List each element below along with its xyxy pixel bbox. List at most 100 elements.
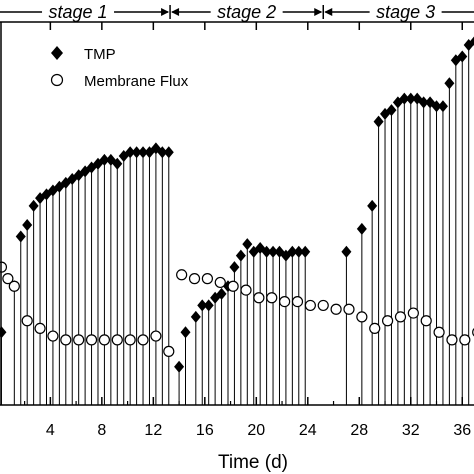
stage-arrow-head <box>314 8 323 16</box>
tmp-point <box>197 299 208 312</box>
tmp-point <box>242 238 253 251</box>
tmp-point <box>22 218 33 231</box>
flux-point <box>163 345 175 357</box>
legend-tmp-marker <box>51 46 63 60</box>
stage-label: stage 2 <box>217 2 276 22</box>
x-tick-label: 24 <box>299 422 317 439</box>
flux-point <box>47 330 59 342</box>
markers <box>0 36 474 373</box>
legend-label: Membrane Flux <box>84 73 189 90</box>
x-tick-label: 8 <box>97 422 106 439</box>
tmp-point <box>261 245 272 258</box>
legend: TMP Membrane Flux <box>50 46 189 90</box>
flux-point <box>188 273 201 285</box>
stage-arrow-head <box>324 8 333 16</box>
tmp-point <box>112 157 123 170</box>
flux-point <box>433 326 445 338</box>
flux-point <box>407 307 419 319</box>
tmp-point <box>131 146 142 159</box>
tmp-point <box>356 222 367 235</box>
flux-point <box>369 322 381 334</box>
flux-point <box>8 280 20 292</box>
flux-point <box>85 334 98 346</box>
flux-point <box>394 311 407 323</box>
flux-point <box>111 334 123 346</box>
tmp-point <box>418 96 429 109</box>
flux-point <box>356 311 368 323</box>
tmp-point <box>444 77 455 90</box>
drop-lines <box>0 44 470 405</box>
flux-point <box>34 322 46 334</box>
tmp-point <box>174 360 185 373</box>
tmp-point <box>268 245 279 258</box>
tmp-point <box>386 104 397 117</box>
flux-point <box>266 292 278 304</box>
tmp-point <box>431 100 442 113</box>
flux-point <box>73 334 85 346</box>
stage-arrow-head <box>171 8 180 16</box>
tmp-point <box>118 150 129 163</box>
flux-point <box>317 299 329 312</box>
x-tick-label: 28 <box>350 422 368 439</box>
flux-point <box>240 284 252 296</box>
flux-point <box>304 299 316 312</box>
x-axis-title: Time (d) <box>218 452 288 473</box>
tmp-point <box>437 100 448 113</box>
tmp-point <box>300 245 311 258</box>
flux-point <box>291 295 304 308</box>
flux-point <box>330 303 342 315</box>
tmp-point <box>125 146 136 159</box>
legend-label: TMP <box>84 46 116 63</box>
tmp-point <box>163 146 174 159</box>
flux-point <box>382 315 394 327</box>
flux-point <box>60 334 72 346</box>
flux-point <box>137 334 149 346</box>
flux-point <box>214 276 226 289</box>
flux-point <box>201 273 213 285</box>
tmp-point <box>399 92 410 105</box>
flux-point <box>227 280 239 292</box>
x-tick-label: 20 <box>247 422 265 439</box>
tmp-point <box>216 287 227 300</box>
flux-point <box>446 334 458 346</box>
x-tick-label: 12 <box>144 422 162 439</box>
x-tick-label: 32 <box>402 422 420 439</box>
stage-arrow-head <box>161 8 170 16</box>
flux-point <box>343 303 355 315</box>
tmp-point <box>15 230 26 243</box>
tmp-point <box>367 199 378 212</box>
tmp-point <box>180 326 191 339</box>
stage-label: stage 3 <box>376 2 435 22</box>
tmp-point <box>99 153 110 166</box>
tmp-point <box>470 36 474 46</box>
tmp-point <box>28 199 39 212</box>
tmp-point <box>235 249 246 262</box>
flux-point <box>459 334 471 346</box>
legend-flux-marker <box>50 73 64 87</box>
tmp-point <box>287 245 298 258</box>
tmp-point <box>157 146 168 159</box>
tmp-point <box>341 245 352 258</box>
tmp-point <box>405 92 416 105</box>
axes: 4 8 12 16 20 24 28 32 36 Time (d) <box>0 21 474 473</box>
flux-point <box>2 273 14 285</box>
x-tick-label: 4 <box>46 422 55 439</box>
tmp-point <box>229 261 240 274</box>
tmp-point <box>293 245 304 258</box>
flux-point <box>21 315 33 327</box>
stage-label: stage 1 <box>49 2 108 22</box>
flux-point <box>124 334 136 346</box>
tmp-point <box>373 115 384 128</box>
x-tick-label: 36 <box>453 422 471 439</box>
flux-point <box>420 315 432 327</box>
tmp-point <box>457 50 468 63</box>
flux-point <box>176 269 188 281</box>
flux-point <box>98 334 111 346</box>
tmp-point <box>138 146 149 159</box>
x-tick-label: 16 <box>196 422 214 439</box>
flux-point <box>253 292 265 304</box>
tmp-point <box>203 299 214 312</box>
tmp-point <box>190 310 201 323</box>
